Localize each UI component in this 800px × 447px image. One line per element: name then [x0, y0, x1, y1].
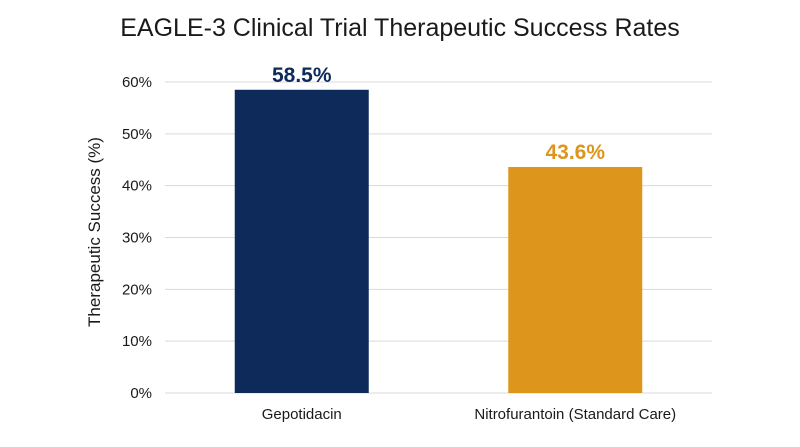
data-labels: 58.5% 43.6%: [272, 64, 605, 164]
x-category-label: Nitrofurantoin (Standard Care): [474, 406, 676, 423]
y-tick-label: 10%: [122, 333, 152, 350]
y-tick-label: 40%: [122, 178, 152, 195]
data-label: 43.6%: [545, 141, 605, 164]
data-label: 58.5%: [272, 64, 332, 87]
y-tick-label: 0%: [130, 385, 152, 402]
y-tick-label: 20%: [122, 281, 152, 298]
y-tick-label: 50%: [122, 126, 152, 143]
chart-title: EAGLE-3 Clinical Trial Therapeutic Succe…: [120, 14, 680, 42]
y-axis-ticks: 0% 10% 20% 30% 40% 50% 60%: [122, 74, 152, 402]
bars: [234, 89, 643, 394]
y-tick-label: 60%: [122, 74, 152, 91]
y-tick-label: 30%: [122, 230, 152, 247]
x-axis-categories: Gepotidacin Nitrofurantoin (Standard Care…: [262, 406, 676, 423]
bar-gepotidacin: [234, 89, 369, 394]
y-axis-title: Therapeutic Success (%): [85, 137, 104, 327]
bar-nitrofurantoin: [508, 167, 643, 393]
x-category-label: Gepotidacin: [262, 406, 342, 423]
